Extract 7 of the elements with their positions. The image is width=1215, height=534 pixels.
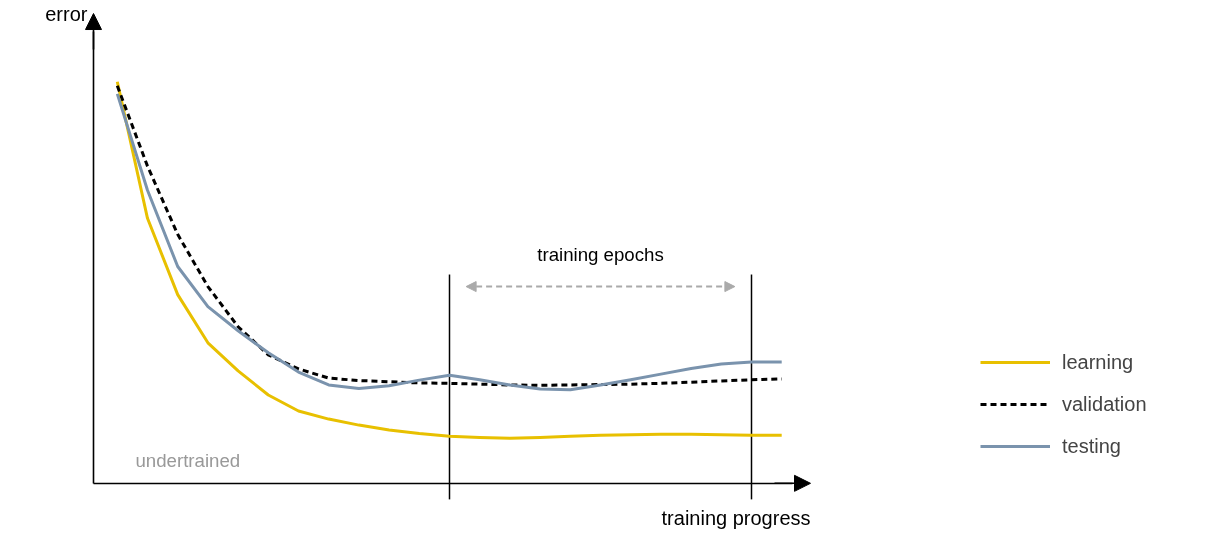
annotation: training epochs	[537, 243, 664, 265]
y-axis-title: error	[45, 2, 88, 25]
legend-label: learning	[1062, 350, 1134, 374]
annotation: undertrained	[135, 449, 241, 471]
x-axis-title: training progress	[661, 507, 811, 530]
legend-label: testing	[1062, 434, 1121, 458]
legend-label: validation	[1062, 392, 1147, 416]
